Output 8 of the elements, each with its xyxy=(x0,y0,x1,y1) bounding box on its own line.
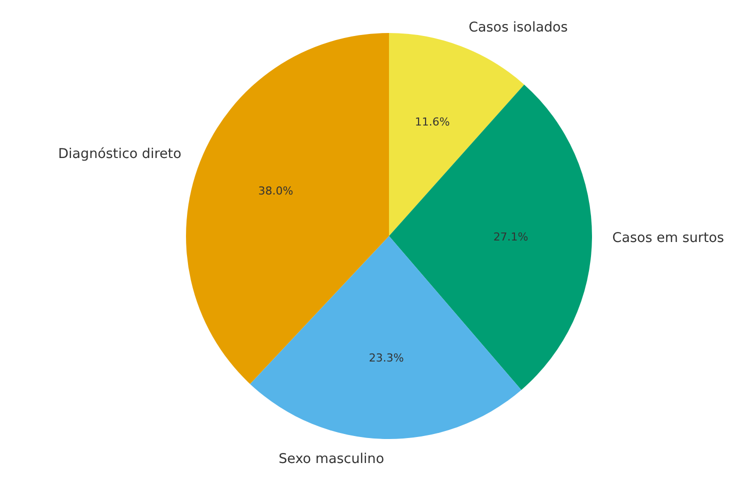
data-label: 23.3% xyxy=(368,351,404,364)
data-label: 11.6% xyxy=(414,116,450,129)
data-label: 27.1% xyxy=(493,230,528,244)
slice-label: Diagnóstico direto xyxy=(58,146,182,162)
slice-label: Casos em surtos xyxy=(612,230,724,246)
data-label: 38.0% xyxy=(258,184,294,198)
slice-label: Casos isolados xyxy=(468,19,568,36)
slice-label: Sexo masculino xyxy=(278,451,384,468)
